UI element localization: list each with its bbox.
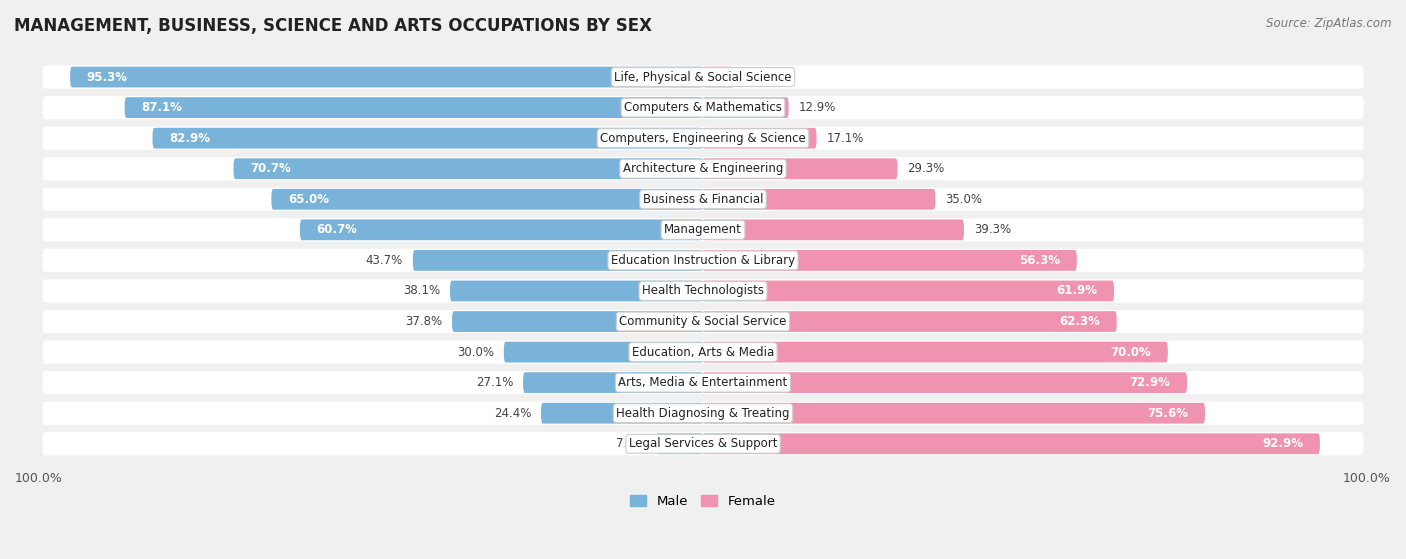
Text: 72.9%: 72.9% bbox=[1129, 376, 1171, 389]
Text: 29.3%: 29.3% bbox=[907, 162, 945, 175]
Text: 27.1%: 27.1% bbox=[475, 376, 513, 389]
Text: 17.1%: 17.1% bbox=[827, 132, 863, 145]
Text: 92.9%: 92.9% bbox=[1263, 437, 1303, 450]
FancyBboxPatch shape bbox=[703, 158, 897, 179]
Text: 95.3%: 95.3% bbox=[87, 70, 128, 83]
Text: MANAGEMENT, BUSINESS, SCIENCE AND ARTS OCCUPATIONS BY SEX: MANAGEMENT, BUSINESS, SCIENCE AND ARTS O… bbox=[14, 17, 652, 35]
FancyBboxPatch shape bbox=[42, 340, 1364, 364]
Text: 70.0%: 70.0% bbox=[1111, 345, 1152, 358]
FancyBboxPatch shape bbox=[451, 311, 703, 332]
Text: 37.8%: 37.8% bbox=[405, 315, 441, 328]
Text: 75.6%: 75.6% bbox=[1147, 407, 1188, 420]
FancyBboxPatch shape bbox=[152, 128, 703, 149]
FancyBboxPatch shape bbox=[450, 281, 703, 301]
Text: Computers & Mathematics: Computers & Mathematics bbox=[624, 101, 782, 114]
FancyBboxPatch shape bbox=[70, 67, 703, 87]
FancyBboxPatch shape bbox=[42, 188, 1364, 211]
FancyBboxPatch shape bbox=[703, 189, 935, 210]
Text: Health Diagnosing & Treating: Health Diagnosing & Treating bbox=[616, 407, 790, 420]
FancyBboxPatch shape bbox=[42, 371, 1364, 394]
FancyBboxPatch shape bbox=[299, 220, 703, 240]
Text: 38.1%: 38.1% bbox=[404, 285, 440, 297]
FancyBboxPatch shape bbox=[125, 97, 703, 118]
Text: 61.9%: 61.9% bbox=[1056, 285, 1098, 297]
FancyBboxPatch shape bbox=[703, 372, 1187, 393]
Text: Management: Management bbox=[664, 224, 742, 236]
Text: 7.1%: 7.1% bbox=[616, 437, 645, 450]
FancyBboxPatch shape bbox=[42, 401, 1364, 425]
FancyBboxPatch shape bbox=[42, 96, 1364, 119]
Text: 12.9%: 12.9% bbox=[799, 101, 837, 114]
Text: 60.7%: 60.7% bbox=[316, 224, 357, 236]
FancyBboxPatch shape bbox=[503, 342, 703, 362]
Text: 4.7%: 4.7% bbox=[744, 70, 775, 83]
FancyBboxPatch shape bbox=[42, 157, 1364, 181]
Text: 82.9%: 82.9% bbox=[169, 132, 209, 145]
FancyBboxPatch shape bbox=[42, 249, 1364, 272]
FancyBboxPatch shape bbox=[703, 281, 1114, 301]
Text: 62.3%: 62.3% bbox=[1059, 315, 1099, 328]
Text: 35.0%: 35.0% bbox=[945, 193, 983, 206]
FancyBboxPatch shape bbox=[655, 433, 703, 454]
FancyBboxPatch shape bbox=[42, 432, 1364, 456]
Legend: Male, Female: Male, Female bbox=[626, 490, 780, 514]
Text: Community & Social Service: Community & Social Service bbox=[619, 315, 787, 328]
FancyBboxPatch shape bbox=[703, 128, 817, 149]
Text: Business & Financial: Business & Financial bbox=[643, 193, 763, 206]
FancyBboxPatch shape bbox=[703, 97, 789, 118]
Text: 30.0%: 30.0% bbox=[457, 345, 494, 358]
FancyBboxPatch shape bbox=[703, 311, 1116, 332]
Text: Education Instruction & Library: Education Instruction & Library bbox=[612, 254, 794, 267]
Text: 87.1%: 87.1% bbox=[141, 101, 183, 114]
Text: 39.3%: 39.3% bbox=[974, 224, 1011, 236]
Text: Architecture & Engineering: Architecture & Engineering bbox=[623, 162, 783, 175]
FancyBboxPatch shape bbox=[703, 433, 1320, 454]
Text: Health Technologists: Health Technologists bbox=[643, 285, 763, 297]
FancyBboxPatch shape bbox=[42, 65, 1364, 89]
Text: 70.7%: 70.7% bbox=[250, 162, 291, 175]
FancyBboxPatch shape bbox=[703, 403, 1205, 424]
Text: 56.3%: 56.3% bbox=[1019, 254, 1060, 267]
FancyBboxPatch shape bbox=[42, 126, 1364, 150]
Text: Computers, Engineering & Science: Computers, Engineering & Science bbox=[600, 132, 806, 145]
Text: Source: ZipAtlas.com: Source: ZipAtlas.com bbox=[1267, 17, 1392, 30]
Text: 24.4%: 24.4% bbox=[494, 407, 531, 420]
FancyBboxPatch shape bbox=[523, 372, 703, 393]
FancyBboxPatch shape bbox=[42, 280, 1364, 302]
FancyBboxPatch shape bbox=[703, 342, 1168, 362]
FancyBboxPatch shape bbox=[42, 310, 1364, 333]
Text: Education, Arts & Media: Education, Arts & Media bbox=[631, 345, 775, 358]
FancyBboxPatch shape bbox=[413, 250, 703, 271]
FancyBboxPatch shape bbox=[703, 67, 734, 87]
FancyBboxPatch shape bbox=[703, 220, 965, 240]
Text: 43.7%: 43.7% bbox=[366, 254, 404, 267]
Text: Arts, Media & Entertainment: Arts, Media & Entertainment bbox=[619, 376, 787, 389]
FancyBboxPatch shape bbox=[703, 250, 1077, 271]
FancyBboxPatch shape bbox=[42, 218, 1364, 241]
FancyBboxPatch shape bbox=[233, 158, 703, 179]
Text: Life, Physical & Social Science: Life, Physical & Social Science bbox=[614, 70, 792, 83]
FancyBboxPatch shape bbox=[541, 403, 703, 424]
Text: 65.0%: 65.0% bbox=[288, 193, 329, 206]
FancyBboxPatch shape bbox=[271, 189, 703, 210]
Text: Legal Services & Support: Legal Services & Support bbox=[628, 437, 778, 450]
